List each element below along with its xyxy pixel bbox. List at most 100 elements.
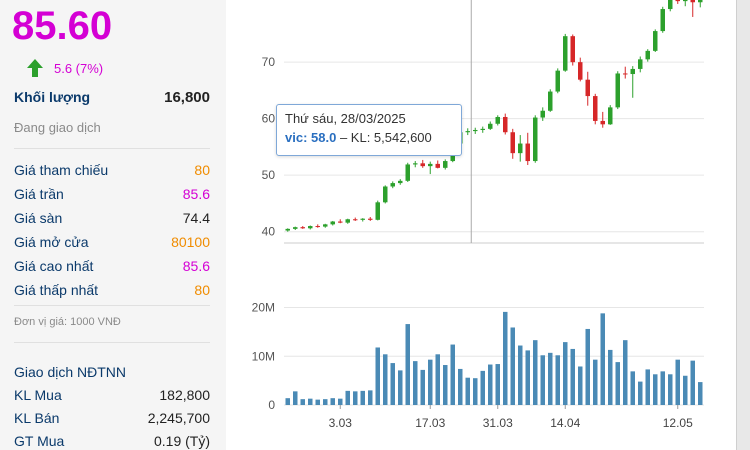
price-info-row: Giá mở cửa 80100 [14,232,210,252]
volume-bar [315,399,320,405]
divider [14,305,210,306]
volume-bar [308,398,313,405]
candle-body [488,123,493,129]
volume-bar [563,342,568,405]
volume-bar [435,354,440,405]
volume-bar [578,366,583,405]
price-info-row: Giá thấp nhất 80 [14,280,210,300]
candle-body [293,227,298,229]
volume-bar [488,364,493,405]
volume-bar [383,354,388,405]
volume-bar [368,390,373,405]
price-info-row: Giá trần 85.6 [14,184,210,204]
candle-body [428,163,433,167]
candle-body [315,226,320,228]
stock-info-panel: 85.60 5.6 (7%) Khối lượng 16,800 Đang gi… [0,0,226,450]
candle-body [570,36,575,63]
foreign-title-row: Giao dịch NĐTNN [14,362,210,382]
price-info-row: Giá tham chiếu 80 [14,160,210,180]
candle-body [323,224,328,227]
foreign-label: KL Bán [14,410,60,426]
candle-body [638,59,643,69]
candle-body [698,0,703,3]
volume-bar [360,390,365,405]
foreign-value: 2,245,700 [147,410,210,426]
volume-bar [608,349,613,405]
volume-bar [555,355,560,405]
candle-body [473,129,478,132]
volume-value: 16,800 [164,88,210,106]
volume-bar [375,347,380,405]
foreign-value: 182,800 [159,387,210,403]
price-info-label: Giá sàn [14,210,63,226]
candle-body [510,132,515,154]
trading-status: Đang giao dịch [14,120,101,135]
candle-body [480,128,485,130]
candle-body [615,73,620,108]
price-tick-label: 70 [262,55,276,69]
volume-bar [623,340,628,405]
volume-bar [645,369,650,405]
volume-bar [285,398,290,405]
volume-bar [675,359,680,405]
volume-bar [405,324,410,405]
candle-body [555,70,560,92]
price-info-label: Giá tham chiếu [14,162,109,178]
volume-bar [390,363,395,405]
price-info-label: Giá mở cửa [14,234,89,250]
candle-body [405,164,410,181]
candle-body [420,163,425,167]
price-info-label: Giá thấp nhất [14,282,99,298]
candle-body [540,110,545,118]
candle-body [593,96,598,121]
candle-body [683,0,688,2]
volume-bar [683,375,688,405]
candle-body [660,9,665,32]
candle-body [390,183,395,187]
candle-body [383,186,388,203]
candle-body [495,116,500,124]
tooltip-values: vic: 58.0 – KL: 5,542,600 [285,130,453,145]
volume-bar [458,368,463,405]
volume-bar [615,362,620,405]
x-tick-label: 17.03 [415,416,445,430]
volume-bar [653,374,658,405]
volume-bar [338,398,343,405]
volume-bar [638,381,643,405]
volume-bar [533,340,538,405]
volume-bar [690,360,695,405]
volume-bar [585,328,590,405]
candle-body [443,161,448,168]
price-info-value: 85.6 [182,186,210,202]
candle-body [345,219,350,223]
price-chart-area[interactable]: 40 50 60 70 0 10M 20M 3.03 17.03 31.03 14.04 12.05 [230,0,750,450]
candle-body [623,73,628,75]
tooltip-volume: – KL: 5,542,600 [339,130,432,145]
volume-tick-label: 10M [252,349,275,363]
volume-row: Khối lượng 16,800 [14,87,210,107]
volume-bar [518,345,523,405]
volume-bar [293,391,298,405]
tooltip-symbol: vic: [285,130,308,145]
volume-bar [353,391,358,405]
volume-bar [428,359,433,405]
price-info-value: 80 [194,282,210,298]
x-tick-label: 14.04 [550,416,580,430]
candle-body [360,218,365,220]
candle-body [398,180,403,184]
volume-bar [450,344,455,405]
volume-bar [660,371,665,405]
candle-body [285,228,290,231]
candlestick-chart[interactable]: 40 50 60 70 0 10M 20M 3.03 17.03 31.03 14.04 12.05 [230,0,750,450]
volume-bar [443,365,448,405]
volume-tick-label: 20M [252,301,275,315]
candle-body [690,0,695,3]
candle-body [435,163,440,168]
volume-bar [398,370,403,405]
foreign-row: GT Mua 0.19 (Tỷ) [14,431,210,450]
scrollbar[interactable] [736,0,750,450]
volume-bar [548,352,553,405]
candle-body [668,0,673,10]
price-info-label: Giá trần [14,186,64,202]
candle-body [653,31,658,51]
